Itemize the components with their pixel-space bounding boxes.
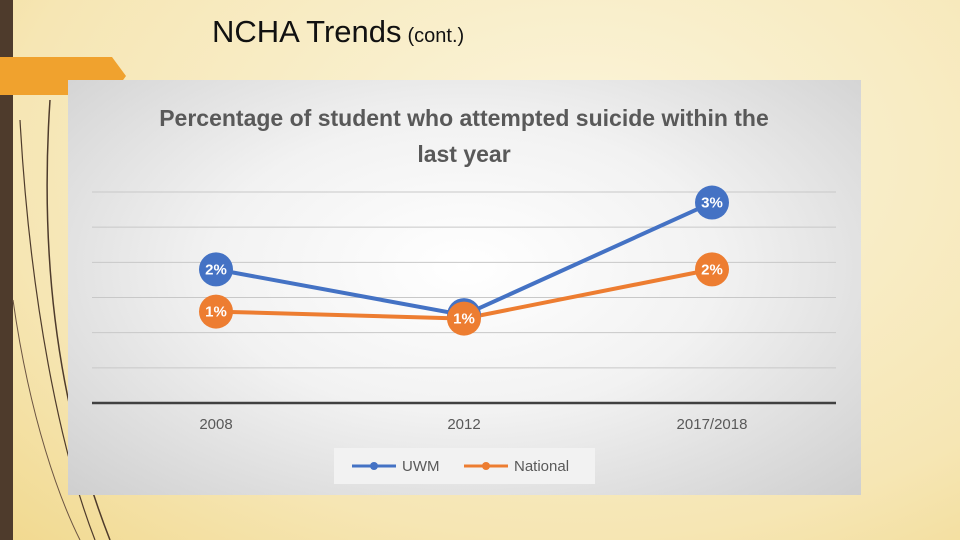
data-point: 1% [447, 301, 481, 336]
point-marker [695, 185, 729, 220]
data-label: 3% [701, 195, 723, 212]
data-label: 2% [701, 261, 723, 278]
slide-title-text: NCHA Trends [212, 14, 402, 49]
data-label: 2% [205, 261, 227, 278]
chart: Percentage of student who attempted suic… [68, 80, 861, 495]
slide-title-suffix: (cont.) [407, 25, 465, 47]
data-label: 1% [205, 304, 227, 321]
data-label: 1% [453, 311, 475, 328]
point-marker [199, 252, 233, 287]
data-point: 2% [695, 252, 729, 287]
data-point: 3% [695, 185, 729, 220]
legend-label: National [514, 458, 569, 475]
legend-marker [370, 462, 378, 470]
data-point: 1% [199, 294, 233, 329]
x-tick-label: 2017/2018 [677, 416, 748, 433]
chart-title: Percentage of student who attempted suic… [159, 105, 769, 167]
legend-marker [482, 462, 490, 470]
x-tick-label: 2008 [199, 416, 232, 433]
data-point: 2% [199, 252, 233, 287]
legend: UWM National [334, 448, 595, 484]
point-marker [695, 252, 729, 287]
slide-title: NCHA Trends (cont.) [212, 14, 464, 50]
legend-label: UWM [402, 458, 440, 475]
point-marker [447, 301, 481, 336]
x-tick-label: 2012 [447, 416, 480, 433]
point-marker [199, 294, 233, 329]
